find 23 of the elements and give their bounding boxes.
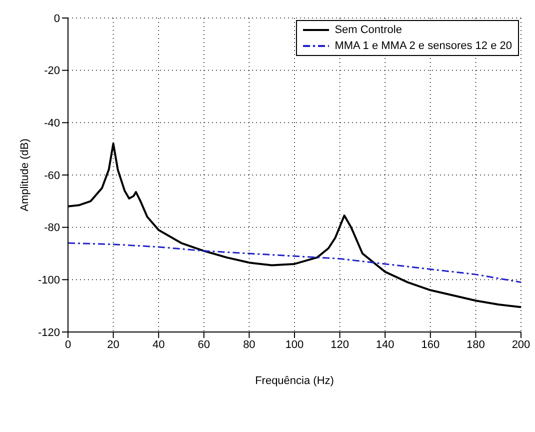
x-tick-label: 60 xyxy=(198,338,210,351)
x-tick-label: 120 xyxy=(330,338,349,351)
legend-label: MMA 1 e MMA 2 e sensores 12 e 20 xyxy=(334,39,512,54)
y-tick-label: -60 xyxy=(44,170,60,182)
y-tick-label: -20 xyxy=(44,65,60,78)
y-tick-label: -100 xyxy=(38,274,60,287)
y-tick-label: -40 xyxy=(44,118,60,130)
x-tick-label: 200 xyxy=(512,338,530,351)
y-axis-title: Amplitude (dB) xyxy=(18,138,31,212)
x-tick-label: 20 xyxy=(107,338,120,351)
y-tick-label: 0 xyxy=(54,12,60,25)
x-tick-label: 160 xyxy=(421,338,440,351)
x-tick-label: 80 xyxy=(243,338,256,351)
x-tick-label: 100 xyxy=(285,338,304,351)
y-tick-label: -80 xyxy=(44,222,60,234)
x-tick-label: 140 xyxy=(376,338,394,351)
legend-label: Sem Controle xyxy=(334,23,402,38)
x-axis-title: Frequência (Hz) xyxy=(255,375,334,387)
line-series xyxy=(68,242,521,284)
y-tick-label: -120 xyxy=(38,326,60,339)
x-tick-label: 0 xyxy=(64,338,72,351)
x-tick-label: 40 xyxy=(152,338,165,351)
x-tick-label: 180 xyxy=(466,338,485,351)
